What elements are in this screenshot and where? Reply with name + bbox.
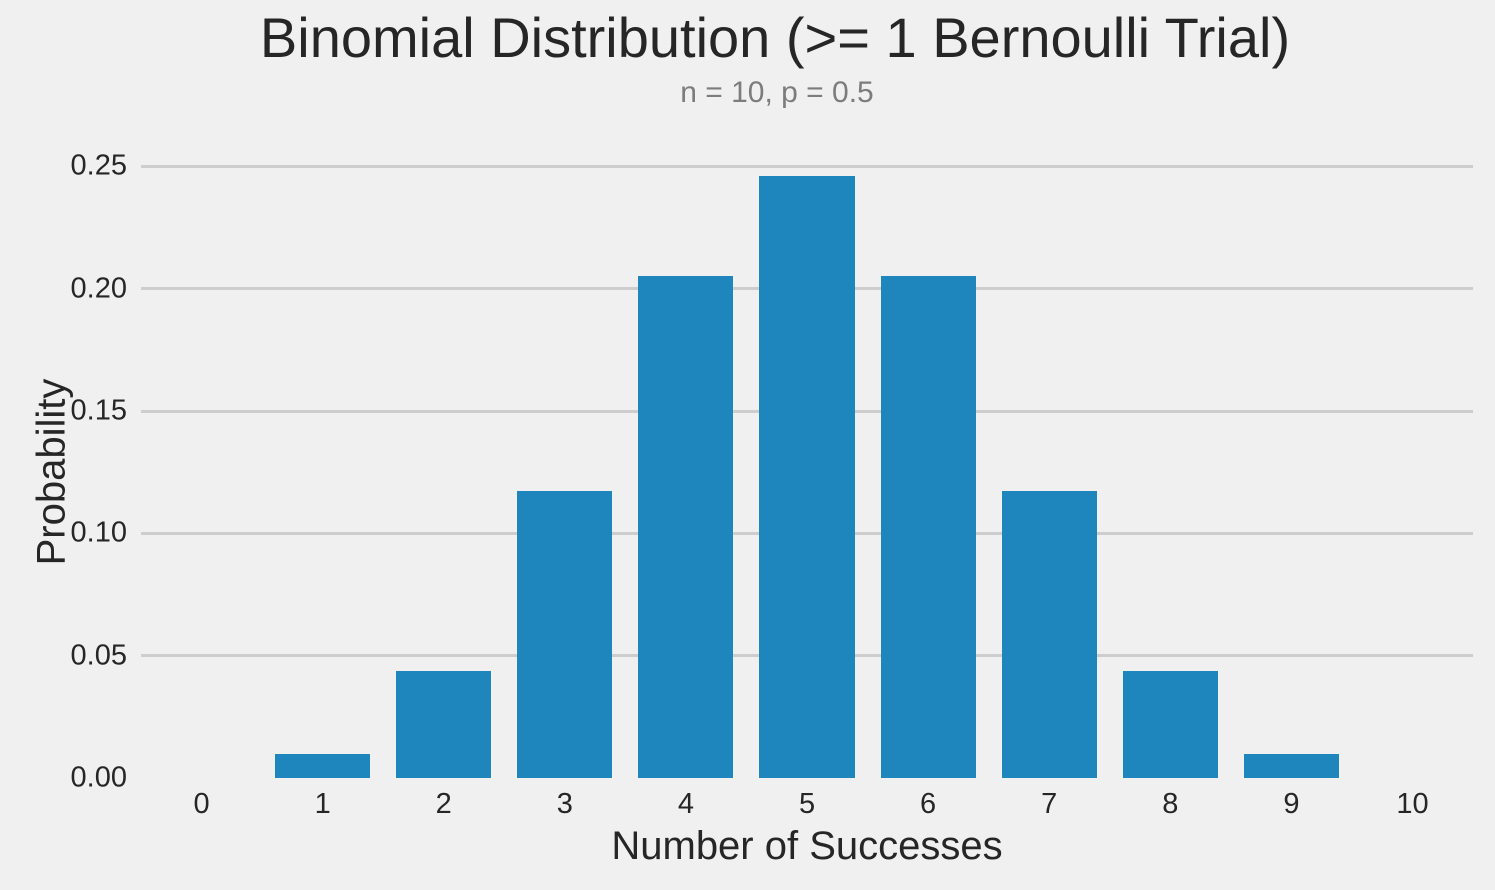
bar-2 xyxy=(396,670,492,778)
bar-slot xyxy=(625,142,746,778)
x-axis-ticks: 0 1 2 3 4 5 6 7 8 9 10 xyxy=(141,788,1473,821)
chart-subtitle: n = 10, p = 0.5 xyxy=(680,76,874,109)
chart-title: Binomial Distribution (>= 1 Bernoulli Tr… xyxy=(259,6,1291,69)
x-tick-label: 3 xyxy=(556,788,573,820)
bar-slot xyxy=(1231,142,1352,778)
bar-1 xyxy=(275,754,371,778)
bar-slot xyxy=(504,142,625,778)
bar-slot xyxy=(746,142,867,778)
bar-slot xyxy=(868,142,989,778)
bar-slot xyxy=(989,142,1110,778)
x-tick-label: 10 xyxy=(1396,788,1429,820)
x-tick-label: 6 xyxy=(920,788,937,820)
bar-7 xyxy=(1001,491,1097,778)
y-tick-label: 0.20 xyxy=(70,272,127,305)
bar-4 xyxy=(638,276,734,778)
gridline xyxy=(141,164,1473,168)
x-axis-label: Number of Successes xyxy=(611,824,1003,868)
x-tick-label: 4 xyxy=(677,788,694,820)
bar-9 xyxy=(1243,754,1339,778)
plot-area xyxy=(141,142,1473,778)
bar-slot xyxy=(1352,142,1473,778)
y-axis-ticks: 0.00 0.05 0.10 0.15 0.20 0.25 xyxy=(0,142,127,794)
y-tick-label: 0.15 xyxy=(70,394,127,427)
y-tick-label: 0.00 xyxy=(70,761,127,794)
x-tick-label: 8 xyxy=(1162,788,1179,820)
x-tick-label: 0 xyxy=(193,788,210,820)
bar-slot xyxy=(141,142,262,778)
bar-slot xyxy=(262,142,383,778)
bar-3 xyxy=(517,491,613,778)
y-tick-label: 0.05 xyxy=(70,639,127,672)
x-tick-label: 7 xyxy=(1041,788,1058,820)
x-tick-label: 5 xyxy=(798,788,816,820)
x-tick-label: 9 xyxy=(1283,788,1300,820)
y-tick-label: 0.25 xyxy=(70,149,127,182)
x-tick-label: 2 xyxy=(435,788,452,820)
bar-5 xyxy=(759,176,855,778)
bar-slot xyxy=(1110,142,1231,778)
y-tick-label: 0.10 xyxy=(70,516,127,549)
bar-slot xyxy=(383,142,504,778)
x-tick-label: 1 xyxy=(314,788,331,820)
bars-group xyxy=(141,142,1473,778)
bar-8 xyxy=(1122,670,1218,778)
bar-6 xyxy=(880,276,976,778)
